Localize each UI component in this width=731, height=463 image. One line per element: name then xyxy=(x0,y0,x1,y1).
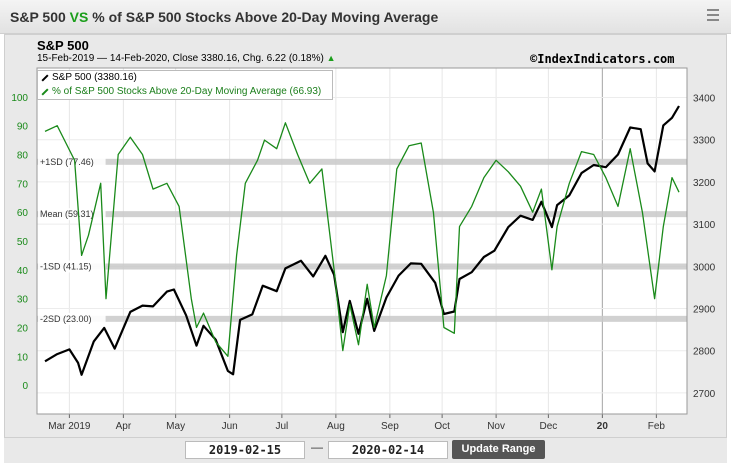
heading-vs: VS xyxy=(69,9,89,25)
x-tick-label: Jul xyxy=(275,421,288,432)
x-tick-label: Mar 2019 xyxy=(48,421,91,432)
right-tick-label: 2800 xyxy=(693,347,716,358)
left-tick-label: 80 xyxy=(17,151,29,162)
info-line: 15-Feb-2019 — 14-Feb-2020, Close 3380.16… xyxy=(37,53,336,64)
left-tick-label: 100 xyxy=(11,93,28,104)
x-tick-label: Sep xyxy=(381,421,399,432)
x-tick-label: Oct xyxy=(434,421,450,432)
legend-sp500: S&P 500 (3380.16) xyxy=(38,71,332,85)
sd-band-label: +1SD (77.46) xyxy=(40,157,94,167)
left-tick-label: 10 xyxy=(17,352,29,363)
x-tick-label: Jun xyxy=(222,421,238,432)
plot-border xyxy=(36,67,688,415)
sd-band-label-bg xyxy=(38,312,106,325)
sd-band-label-bg xyxy=(38,260,106,273)
right-tick-label: 3000 xyxy=(693,262,716,273)
sd-band-label-bg xyxy=(38,155,106,168)
range-separator: — xyxy=(311,440,323,454)
chart-title-bar: S&P 500 VS % of S&P 500 Stocks Above 20-… xyxy=(0,0,731,34)
left-tick-label: 60 xyxy=(17,208,29,219)
sd-band-label: -2SD (23.00) xyxy=(40,314,92,324)
right-tick-label: 3400 xyxy=(693,94,716,105)
x-tick-label: Aug xyxy=(327,421,345,432)
update-range-button[interactable]: Update Range xyxy=(452,440,545,459)
chart-heading: S&P 500 VS % of S&P 500 Stocks Above 20-… xyxy=(10,9,438,25)
menu-icon[interactable] xyxy=(707,9,719,23)
legend-pct: % of S&P 500 Stocks Above 20-Day Moving … xyxy=(38,85,332,99)
symbol-label: S&P 500 xyxy=(37,38,89,53)
left-tick-label: 90 xyxy=(17,122,29,133)
sd-band xyxy=(37,211,687,218)
right-tick-label: 2900 xyxy=(693,305,716,316)
change-up-icon: ▲ xyxy=(326,53,336,63)
right-tick-label: 2700 xyxy=(693,389,716,400)
plot-area xyxy=(37,68,687,414)
sd-band-label-bg xyxy=(38,208,106,221)
sd-band xyxy=(37,263,687,270)
x-tick-label: May xyxy=(166,421,185,432)
right-tick-label: 3100 xyxy=(693,220,716,231)
axis-layer: Mar 2019 Apr May Jun Jul Aug Sep Oct Nov Dec 20 Feb… xyxy=(11,93,715,432)
legend: S&P 500 (3380.16) % of S&P 500 Stocks Ab… xyxy=(37,70,333,100)
x-tick-label: Apr xyxy=(116,421,132,432)
heading-right: % of S&P 500 Stocks Above 20-Day Moving … xyxy=(92,9,439,25)
x-tick-label: Feb xyxy=(648,421,666,432)
left-tick-label: 70 xyxy=(17,179,29,190)
right-tick-label: 3300 xyxy=(693,136,716,147)
copyright: ©IndexIndicators.com xyxy=(530,52,675,66)
series-layer xyxy=(44,105,680,376)
left-tick-label: 50 xyxy=(17,237,29,248)
left-tick-label: 40 xyxy=(17,266,29,277)
x-tick-label: Dec xyxy=(539,421,557,432)
sd-band-label: -1SD (41.15) xyxy=(40,262,92,272)
sd-band xyxy=(37,158,687,165)
x-tick-label: Nov xyxy=(487,421,505,432)
left-tick-label: 0 xyxy=(22,381,28,392)
range-from-input[interactable]: 2019-02-15 xyxy=(185,441,305,459)
left-tick-label: 20 xyxy=(17,324,29,335)
pct-above-20dma-line xyxy=(44,122,680,357)
info-details: 15-Feb-2019 — 14-Feb-2020, Close 3380.16… xyxy=(37,53,324,64)
left-tick-label: 30 xyxy=(17,295,29,306)
range-to-input[interactable]: 2020-02-14 xyxy=(328,441,448,459)
x-tick-label: 20 xyxy=(597,421,609,432)
right-tick-label: 3200 xyxy=(693,178,716,189)
heading-left: S&P 500 xyxy=(10,9,66,25)
sd-band-label: Mean (59.31) xyxy=(40,209,94,219)
